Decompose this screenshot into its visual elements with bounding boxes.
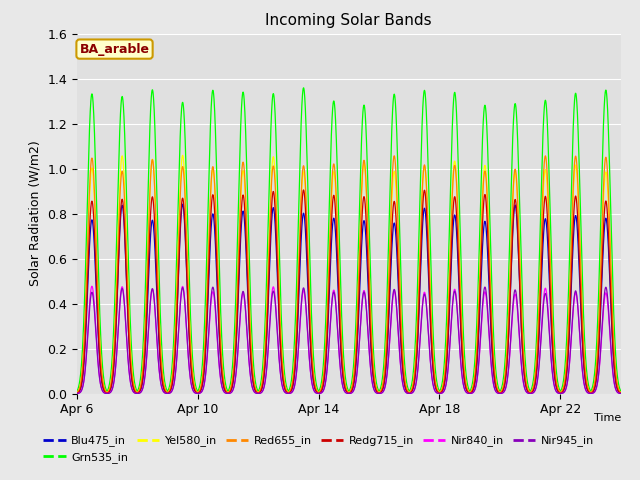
Yel580_in bbox=[496, 390, 504, 396]
Nir945_in bbox=[225, 391, 232, 396]
Redg715_in bbox=[375, 390, 383, 396]
Grn535_in bbox=[73, 388, 81, 394]
Nir945_in bbox=[566, 361, 573, 367]
Line: Yel580_in: Yel580_in bbox=[77, 156, 621, 393]
Yel580_in bbox=[617, 390, 625, 396]
Red655_in bbox=[402, 383, 410, 388]
Redg715_in bbox=[402, 387, 410, 393]
Redg715_in bbox=[73, 390, 81, 396]
Grn535_in bbox=[412, 338, 419, 344]
Nir945_in bbox=[617, 391, 625, 396]
Red655_in bbox=[390, 153, 398, 159]
Blu475_in bbox=[375, 390, 383, 396]
Nir945_in bbox=[412, 384, 419, 390]
Nir840_in bbox=[189, 388, 197, 394]
Red655_in bbox=[73, 390, 81, 396]
Line: Grn535_in: Grn535_in bbox=[77, 88, 621, 391]
Blu475_in bbox=[179, 201, 186, 207]
Nir945_in bbox=[617, 391, 625, 396]
Red655_in bbox=[412, 358, 419, 363]
Text: BA_arable: BA_arable bbox=[79, 43, 150, 56]
Nir840_in bbox=[73, 391, 81, 396]
Text: Time: Time bbox=[593, 413, 621, 423]
Nir840_in bbox=[496, 391, 504, 396]
Nir840_in bbox=[566, 362, 573, 368]
Nir945_in bbox=[406, 391, 413, 396]
Blu475_in bbox=[412, 371, 419, 376]
Blu475_in bbox=[189, 384, 197, 390]
Redg715_in bbox=[617, 390, 625, 396]
Red655_in bbox=[189, 378, 197, 384]
Nir840_in bbox=[617, 391, 625, 396]
Nir840_in bbox=[225, 391, 233, 396]
Blu475_in bbox=[617, 390, 625, 396]
Blu475_in bbox=[402, 387, 410, 393]
Y-axis label: Solar Radiation (W/m2): Solar Radiation (W/m2) bbox=[29, 141, 42, 287]
Redg715_in bbox=[225, 390, 232, 396]
Nir945_in bbox=[481, 284, 489, 290]
Red655_in bbox=[225, 389, 233, 395]
Red655_in bbox=[103, 390, 111, 396]
Line: Nir945_in: Nir945_in bbox=[77, 287, 621, 394]
Redg715_in bbox=[300, 187, 307, 193]
Yel580_in bbox=[402, 383, 410, 388]
Grn535_in bbox=[225, 387, 232, 393]
Yel580_in bbox=[617, 390, 625, 396]
Grn535_in bbox=[617, 388, 625, 394]
Redg715_in bbox=[566, 323, 573, 329]
Nir840_in bbox=[412, 384, 419, 389]
Red655_in bbox=[617, 390, 625, 396]
Yel580_in bbox=[189, 377, 197, 383]
Nir945_in bbox=[402, 389, 410, 395]
Nir945_in bbox=[73, 391, 81, 396]
Title: Incoming Solar Bands: Incoming Solar Bands bbox=[266, 13, 432, 28]
Yel580_in bbox=[566, 301, 573, 307]
Yel580_in bbox=[179, 153, 186, 158]
Blu475_in bbox=[617, 390, 625, 396]
Grn535_in bbox=[617, 388, 625, 394]
Yel580_in bbox=[73, 390, 81, 396]
Line: Redg715_in: Redg715_in bbox=[77, 190, 621, 393]
Grn535_in bbox=[566, 259, 573, 264]
Nir840_in bbox=[617, 391, 625, 396]
Redg715_in bbox=[617, 390, 625, 396]
Red655_in bbox=[566, 298, 573, 303]
Yel580_in bbox=[412, 360, 419, 366]
Blu475_in bbox=[566, 330, 573, 336]
Red655_in bbox=[617, 390, 625, 396]
Blu475_in bbox=[73, 390, 81, 396]
Blu475_in bbox=[225, 390, 233, 396]
Grn535_in bbox=[466, 388, 474, 394]
Nir840_in bbox=[402, 389, 410, 395]
Grn535_in bbox=[189, 366, 197, 372]
Nir945_in bbox=[189, 388, 197, 394]
Grn535_in bbox=[300, 85, 307, 91]
Legend: Blu475_in, Grn535_in, Yel580_in, Red655_in, Redg715_in, Nir840_in, Nir945_in: Blu475_in, Grn535_in, Yel580_in, Red655_… bbox=[39, 431, 598, 467]
Redg715_in bbox=[412, 369, 419, 374]
Grn535_in bbox=[402, 374, 410, 380]
Line: Red655_in: Red655_in bbox=[77, 156, 621, 393]
Line: Nir840_in: Nir840_in bbox=[77, 286, 621, 394]
Line: Blu475_in: Blu475_in bbox=[77, 204, 621, 393]
Nir840_in bbox=[88, 283, 96, 289]
Yel580_in bbox=[225, 389, 233, 395]
Redg715_in bbox=[189, 383, 197, 389]
